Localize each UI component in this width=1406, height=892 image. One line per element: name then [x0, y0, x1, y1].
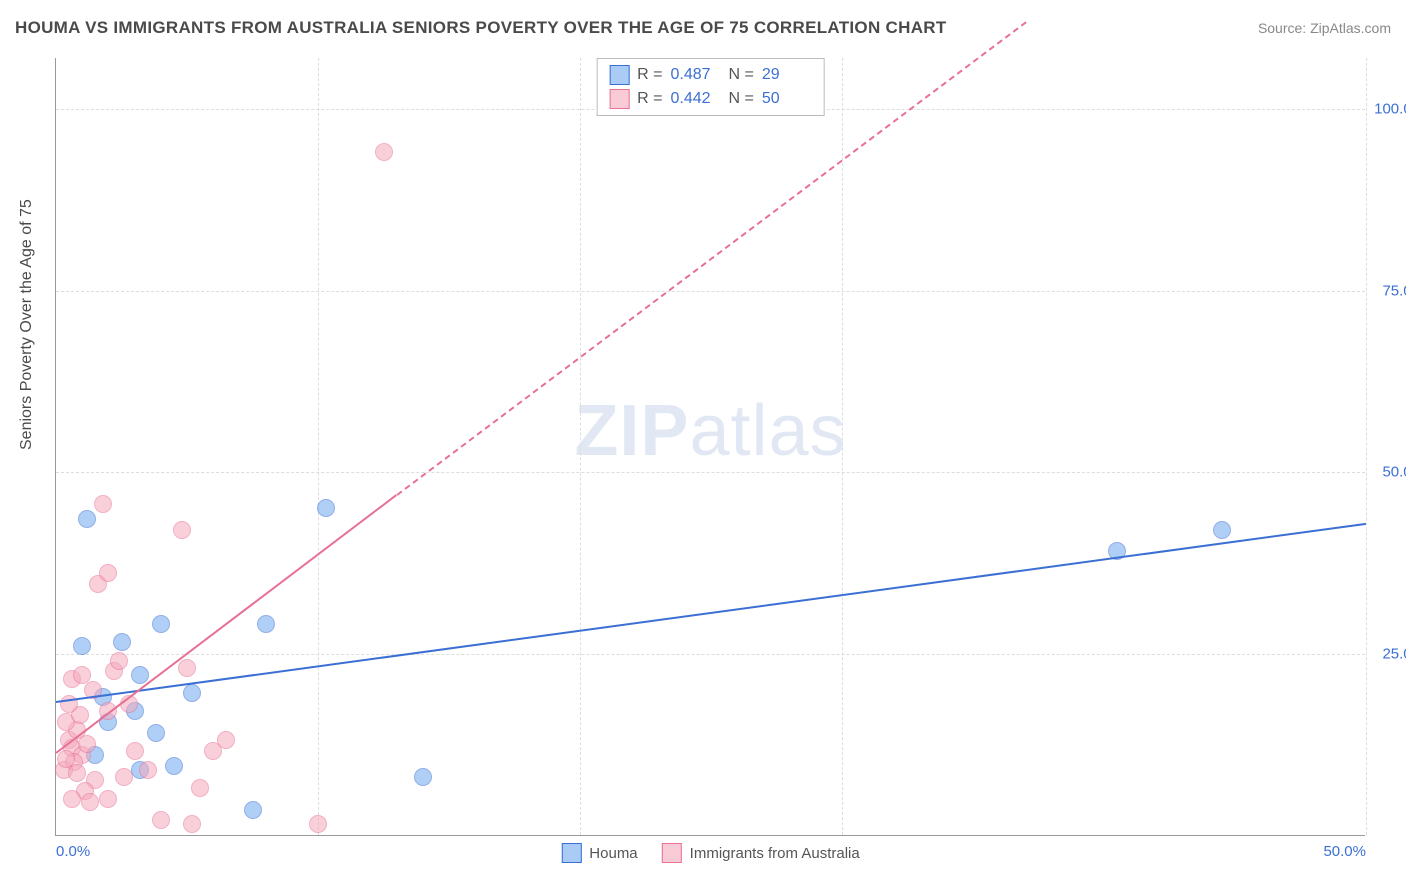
data-point — [63, 790, 81, 808]
gridline-v — [842, 58, 843, 835]
data-point — [152, 811, 170, 829]
data-point — [375, 143, 393, 161]
data-point — [173, 521, 191, 539]
trend-line — [56, 523, 1366, 703]
legend-item: Immigrants from Australia — [662, 843, 860, 863]
data-point — [94, 495, 112, 513]
data-point — [139, 761, 157, 779]
data-point — [414, 768, 432, 786]
data-point — [99, 790, 117, 808]
data-point — [78, 510, 96, 528]
series-legend: Houma Immigrants from Australia — [561, 843, 859, 863]
data-point — [204, 742, 222, 760]
data-point — [147, 724, 165, 742]
data-point — [183, 684, 201, 702]
series-swatch — [609, 65, 629, 85]
series-swatch — [662, 843, 682, 863]
legend-label: Immigrants from Australia — [690, 845, 860, 862]
data-point — [165, 757, 183, 775]
source-attribution: Source: ZipAtlas.com — [1258, 20, 1391, 36]
legend-label: Houma — [589, 845, 637, 862]
data-point — [178, 659, 196, 677]
data-point — [113, 633, 131, 651]
legend-item: Houma — [561, 843, 637, 863]
chart-title: HOUMA VS IMMIGRANTS FROM AUSTRALIA SENIO… — [15, 18, 947, 38]
stats-legend: R = 0.487 N = 29 R = 0.442 N = 50 — [596, 58, 825, 116]
gridline-v — [318, 58, 319, 835]
scatter-chart: ZIPatlas 25.0%50.0%75.0%100.0%0.0%50.0%R… — [55, 58, 1365, 836]
data-point — [152, 615, 170, 633]
gridline-v — [580, 58, 581, 835]
data-point — [183, 815, 201, 833]
stat-n-label: N = — [729, 66, 754, 84]
data-point — [73, 666, 91, 684]
data-point — [81, 793, 99, 811]
gridline-h — [56, 291, 1365, 292]
stat-n-value: 29 — [762, 66, 812, 84]
data-point — [309, 815, 327, 833]
data-point — [115, 768, 133, 786]
stat-r-label: R = — [637, 90, 662, 108]
stat-r-label: R = — [637, 66, 662, 84]
data-point — [317, 499, 335, 517]
gridline-h — [56, 472, 1365, 473]
data-point — [78, 735, 96, 753]
data-point — [191, 779, 209, 797]
stat-n-label: N = — [729, 90, 754, 108]
data-point — [1213, 521, 1231, 539]
series-swatch — [609, 89, 629, 109]
watermark: ZIPatlas — [574, 390, 846, 472]
y-tick-label: 75.0% — [1370, 282, 1406, 299]
y-tick-label: 100.0% — [1370, 100, 1406, 117]
x-tick-label: 0.0% — [56, 843, 90, 860]
chart-header: HOUMA VS IMMIGRANTS FROM AUSTRALIA SENIO… — [15, 18, 1391, 38]
series-swatch — [561, 843, 581, 863]
y-tick-label: 50.0% — [1370, 464, 1406, 481]
data-point — [257, 615, 275, 633]
x-tick-label: 50.0% — [1323, 843, 1366, 860]
data-point — [73, 637, 91, 655]
gridline-v — [1366, 58, 1367, 835]
y-axis-label: Seniors Poverty Over the Age of 75 — [18, 199, 36, 450]
gridline-h — [56, 654, 1365, 655]
data-point — [110, 652, 128, 670]
stat-r-value: 0.442 — [671, 90, 721, 108]
data-point — [68, 764, 86, 782]
y-tick-label: 25.0% — [1370, 646, 1406, 663]
stat-n-value: 50 — [762, 90, 812, 108]
data-point — [99, 564, 117, 582]
data-point — [131, 666, 149, 684]
data-point — [126, 742, 144, 760]
data-point — [244, 801, 262, 819]
stat-r-value: 0.487 — [671, 66, 721, 84]
stats-row: R = 0.487 N = 29 — [609, 63, 812, 87]
stats-row: R = 0.442 N = 50 — [609, 87, 812, 111]
trend-line — [55, 494, 397, 754]
